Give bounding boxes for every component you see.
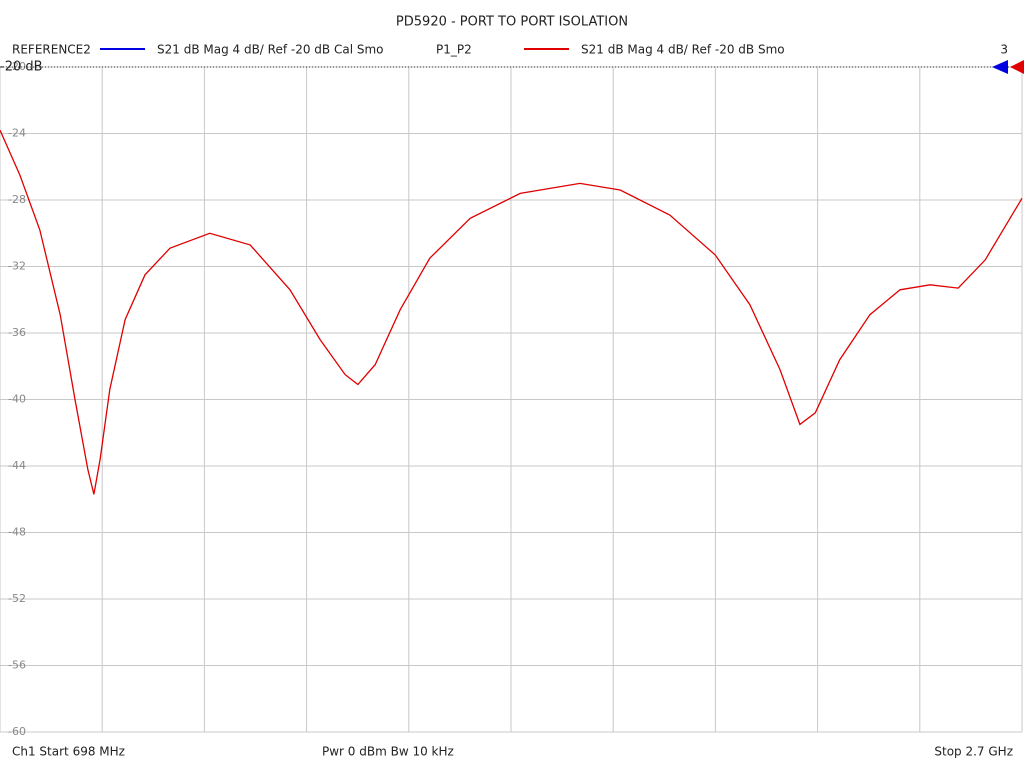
legend-text: S21 dB Mag 4 dB/ Ref -20 dB Smo	[581, 43, 785, 57]
y-tick-label: -24	[8, 127, 26, 140]
y-tick-label: -56	[8, 659, 26, 672]
reference-arrow	[1010, 60, 1024, 74]
reference-label: -20 dB	[0, 60, 43, 75]
legend-text: S21 dB Mag 4 dB/ Ref -20 dB Cal Smo	[157, 43, 384, 57]
trace-line	[0, 129, 1023, 495]
y-tick-label: -60	[8, 725, 26, 738]
y-tick-label: -28	[8, 193, 26, 206]
y-tick-label: -44	[8, 459, 26, 472]
y-tick-label: -40	[8, 393, 26, 406]
legend-name: REFERENCE2	[12, 43, 91, 57]
y-tick-label: -48	[8, 526, 26, 539]
y-tick-label: -36	[8, 326, 26, 339]
footer-start: Ch1 Start 698 MHz	[12, 745, 125, 759]
footer-stop: Stop 2.7 GHz	[934, 745, 1013, 759]
reference-arrow	[992, 60, 1008, 74]
y-tick-label: -32	[8, 260, 26, 273]
y-tick-label: -20	[8, 60, 26, 73]
chart-title: PD5920 - PORT TO PORT ISOLATION	[396, 15, 628, 30]
y-tick-label: -52	[8, 592, 26, 605]
legend-name: P1_P2	[436, 43, 472, 57]
footer-settings: Pwr 0 dBm Bw 10 kHz	[322, 745, 454, 759]
trace-number: 3	[1000, 43, 1008, 57]
